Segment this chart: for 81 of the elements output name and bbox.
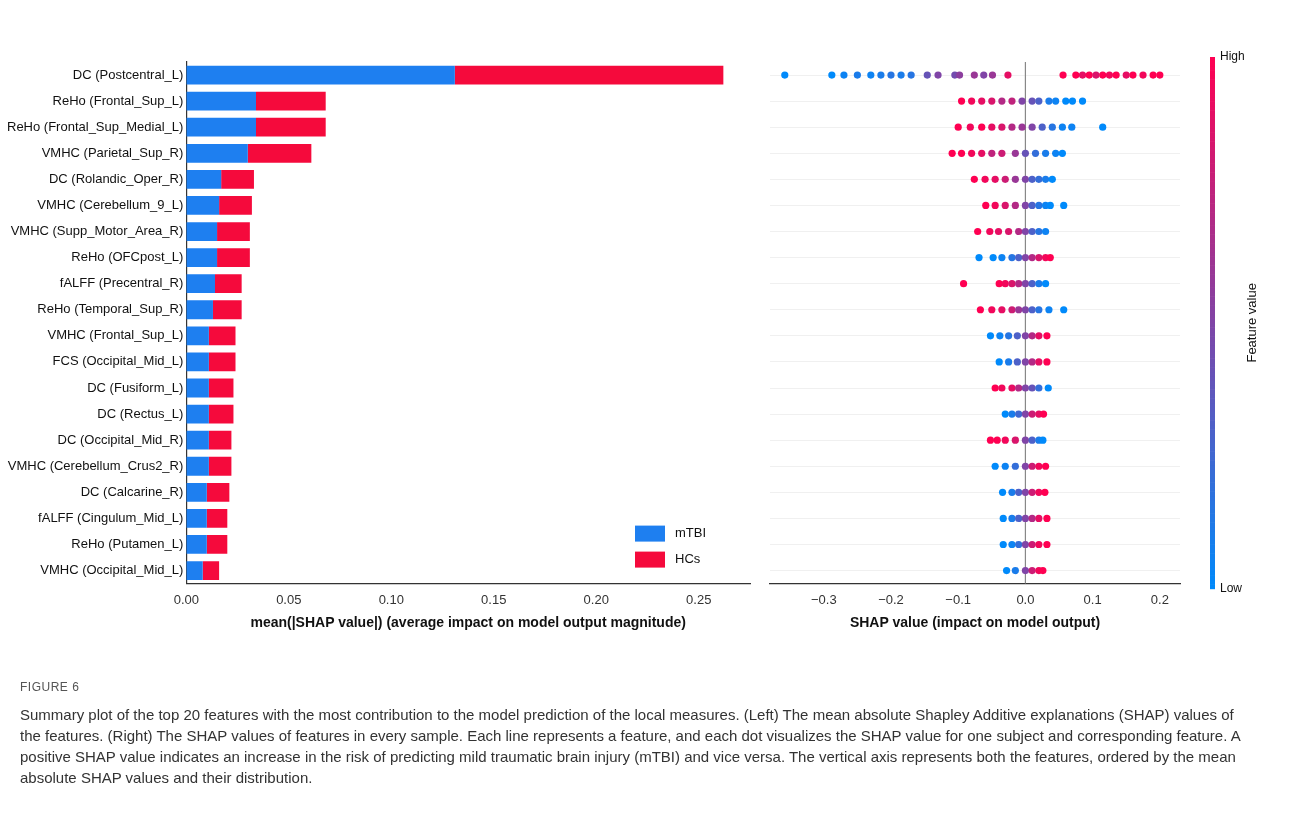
text: Summary plot of the top 20 features with the most contribution to the model prediction of the local measures. (Left) The mean absolute Shapley Additive explanations (SHAP) values of the features. (Right) The SHAP values of features in every sample. Each line represents a feature, and each dot visualizes the SHAP value for one subject and corresponding feature. A positive SHAP value indicates an increase in the risk of predicting mild traumatic brain injury (mTBI) and vice versa. The vertical axis represents both the features, ordered by the mean absolute SHAP values and their distribution. <box>20 705 1242 788</box>
bar <box>221 169 254 189</box>
bar <box>202 561 220 580</box>
bar <box>186 404 209 424</box>
x-tick-label: 0.15 <box>481 591 507 607</box>
bar <box>186 509 207 528</box>
bar <box>208 378 234 398</box>
y-tick-label: FCS (Occipital_Mid_L) <box>52 353 184 369</box>
bar <box>186 65 455 85</box>
y-tick-label: ReHo (Temporal_Sup_R) <box>37 301 184 317</box>
x-tick-label: 0.1 <box>1083 591 1102 607</box>
bar <box>212 300 242 320</box>
bar <box>186 91 257 111</box>
bar <box>186 482 207 502</box>
x-tick-label: 0.05 <box>276 591 302 607</box>
x-tick-label: 0.10 <box>378 591 404 607</box>
y-tick-label: VMHC (Parietal_Sup_R) <box>41 144 184 160</box>
bar <box>186 561 203 580</box>
bar <box>206 535 228 554</box>
bar <box>186 274 216 294</box>
y-tick-label: VMHC (Frontal_Sup_L) <box>47 327 184 343</box>
bar <box>208 456 232 476</box>
bar <box>454 65 724 85</box>
color-bar-title: Feature value <box>1243 283 1259 363</box>
bar <box>186 196 220 215</box>
bar <box>215 274 242 294</box>
x-tick-label: 0.0 <box>1016 591 1035 607</box>
bar <box>217 222 250 241</box>
bar <box>186 535 207 554</box>
y-tick-label: VMHC (Supp_Motor_Area_R) <box>10 223 184 239</box>
y-tick-label: DC (Fusiform_L) <box>87 379 184 395</box>
y-tick-label: DC (Calcarine_R) <box>80 483 184 499</box>
bar <box>208 404 234 424</box>
x-axis-title: mean(|SHAP value|) (average impact on model output magnitude) <box>250 614 686 631</box>
bar <box>206 509 228 528</box>
y-tick-label: DC (Postcentral_L) <box>72 66 184 82</box>
bar <box>186 352 209 372</box>
legend-label: HCs <box>675 551 701 567</box>
bar <box>208 352 236 372</box>
bar <box>186 326 209 346</box>
bar <box>186 456 209 476</box>
x-tick-label: −0.3 <box>810 591 837 607</box>
y-tick-label: DC (Rectus_L) <box>97 405 184 421</box>
color-bar-label: High <box>1220 49 1245 64</box>
y-tick-label: DC (Rolandic_Oper_R) <box>48 170 184 186</box>
x-tick-label: 0.25 <box>686 591 712 607</box>
x-axis-title: SHAP value (impact on model output) <box>849 614 1101 631</box>
bar <box>208 430 232 450</box>
caption: FIGURE 6 <box>20 680 81 694</box>
y-tick-label: VMHC (Cerebellum_9_L) <box>37 197 184 213</box>
x-tick-label: −0.2 <box>878 591 904 607</box>
x-tick-label: 0.00 <box>173 591 199 607</box>
bar <box>186 430 209 450</box>
x-tick-label: 0.2 <box>1150 591 1169 607</box>
bar <box>186 222 218 241</box>
y-tick-label: VMHC (Occipital_Mid_L) <box>40 562 184 578</box>
bar <box>247 143 312 163</box>
y-tick-label: ReHo (Frontal_Sup_Medial_L) <box>7 118 184 134</box>
bar <box>206 482 230 502</box>
bar <box>186 117 257 137</box>
bar <box>186 300 213 320</box>
bar <box>186 378 209 398</box>
y-tick-label: VMHC (Cerebellum_Crus2_R) <box>7 457 184 473</box>
y-tick-label: ReHo (Putamen_L) <box>71 536 184 552</box>
y-tick-label: fALFF (Precentral_R) <box>59 275 184 291</box>
y-tick-label: DC (Occipital_Mid_R) <box>57 431 184 447</box>
bar <box>186 248 218 267</box>
bar <box>219 196 252 215</box>
y-tick-label: ReHo (OFCpost_L) <box>71 249 184 265</box>
legend-label: mTBI <box>675 525 707 541</box>
y-tick-label: ReHo (Frontal_Sup_L) <box>52 92 184 108</box>
y-tick-label: fALFF (Cingulum_Mid_L) <box>38 509 184 525</box>
bar <box>186 169 222 189</box>
x-tick-label: 0.20 <box>583 591 609 607</box>
bar <box>217 248 250 267</box>
bar <box>256 91 326 111</box>
color-bar-label: Low <box>1220 580 1243 595</box>
bar <box>256 117 326 137</box>
bar <box>186 143 248 163</box>
bar <box>208 326 236 346</box>
x-tick-label: −0.1 <box>945 591 972 607</box>
